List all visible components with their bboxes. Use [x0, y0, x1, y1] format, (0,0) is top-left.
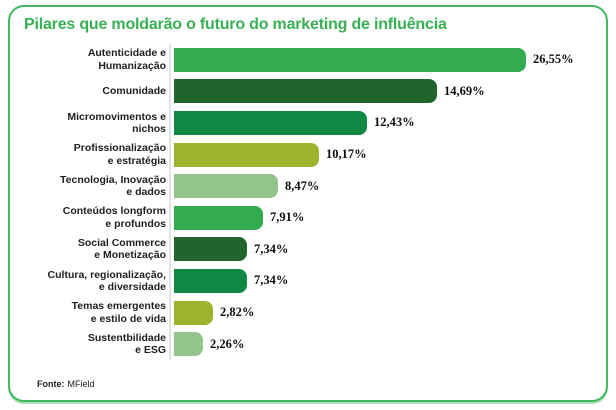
bar	[174, 110, 367, 135]
category-label: Comunidade	[102, 85, 166, 98]
bar-row: Social Commerce e Monetização 7,34%	[26, 233, 598, 266]
value-label: 12,43%	[374, 115, 415, 130]
bar-row: Conteúdos longform e profundos 7,91%	[26, 201, 598, 234]
category-label: Micromovimentos e nichos	[67, 110, 166, 135]
bar-track: 26,55%	[169, 44, 598, 76]
source-note: Fonte: MField	[37, 379, 95, 389]
category-label: Cultura, regionalização, e diversidade	[47, 268, 166, 293]
bar-row: Autenticidade e Humanização 26,55%	[26, 44, 598, 76]
bar-row: Tecnologia, Inovação e dados 8,47%	[26, 170, 598, 202]
bar-track: 12,43%	[169, 107, 598, 139]
bar-track: 7,34%	[169, 265, 598, 297]
bar	[174, 205, 263, 230]
bar-track: 10,17%	[169, 138, 598, 171]
value-label: 8,47%	[285, 178, 320, 193]
bar-track: 7,91%	[169, 201, 598, 234]
value-label: 26,55%	[533, 52, 574, 67]
category-label: Social Commerce e Monetização	[77, 236, 166, 262]
chart-card: Pilares que moldarão o futuro do marketi…	[8, 5, 608, 402]
chart-title: Pilares que moldarão o futuro do marketi…	[24, 16, 447, 33]
bar-track: 8,47%	[169, 170, 598, 202]
value-label: 14,69%	[444, 83, 485, 98]
bar	[174, 142, 319, 167]
bar	[174, 47, 526, 72]
value-label: 2,26%	[210, 336, 245, 351]
bar-track: 2,26%	[169, 328, 598, 360]
bar-row: Micromovimentos e nichos 12,43%	[26, 107, 598, 139]
bar-row: Sustentbilidade e ESG 2,26%	[26, 328, 598, 360]
value-label: 7,34%	[254, 273, 289, 288]
bar	[174, 300, 213, 325]
bar-rows: Autenticidade e Humanização 26,55% Comun…	[26, 44, 598, 360]
bar-track: 7,34%	[169, 233, 598, 266]
category-label: Sustentbilidade e ESG	[87, 331, 166, 357]
value-label: 7,34%	[254, 241, 289, 256]
bar	[174, 332, 203, 357]
bar-row: Comunidade 14,69%	[26, 75, 598, 108]
value-label: 10,17%	[326, 147, 367, 162]
bar	[174, 237, 247, 262]
bar-row: Cultura, regionalização, e diversidade 7…	[26, 265, 598, 297]
category-label: Conteúdos longform e profundos	[62, 205, 166, 230]
bar	[174, 174, 278, 199]
value-label: 7,91%	[270, 210, 305, 225]
source-value: MField	[67, 379, 95, 389]
bar-row: Profissionalização e estratégia 10,17%	[26, 138, 598, 171]
bar-chart: Autenticidade e Humanização 26,55% Comun…	[26, 44, 598, 360]
bar	[174, 268, 247, 293]
value-label: 2,82%	[220, 305, 255, 320]
category-label: Profissionalização e estratégia	[73, 142, 166, 167]
category-label: Tecnologia, Inovação e dados	[60, 173, 166, 199]
bar-track: 14,69%	[169, 75, 598, 108]
category-label: Autenticidade e Humanização	[87, 47, 166, 72]
bar	[174, 79, 437, 104]
category-label: Temas emergentes e estilo de vida	[71, 300, 166, 325]
bar-track: 2,82%	[169, 296, 598, 329]
source-label: Fonte:	[37, 379, 65, 389]
bar-row: Temas emergentes e estilo de vida 2,82%	[26, 296, 598, 329]
